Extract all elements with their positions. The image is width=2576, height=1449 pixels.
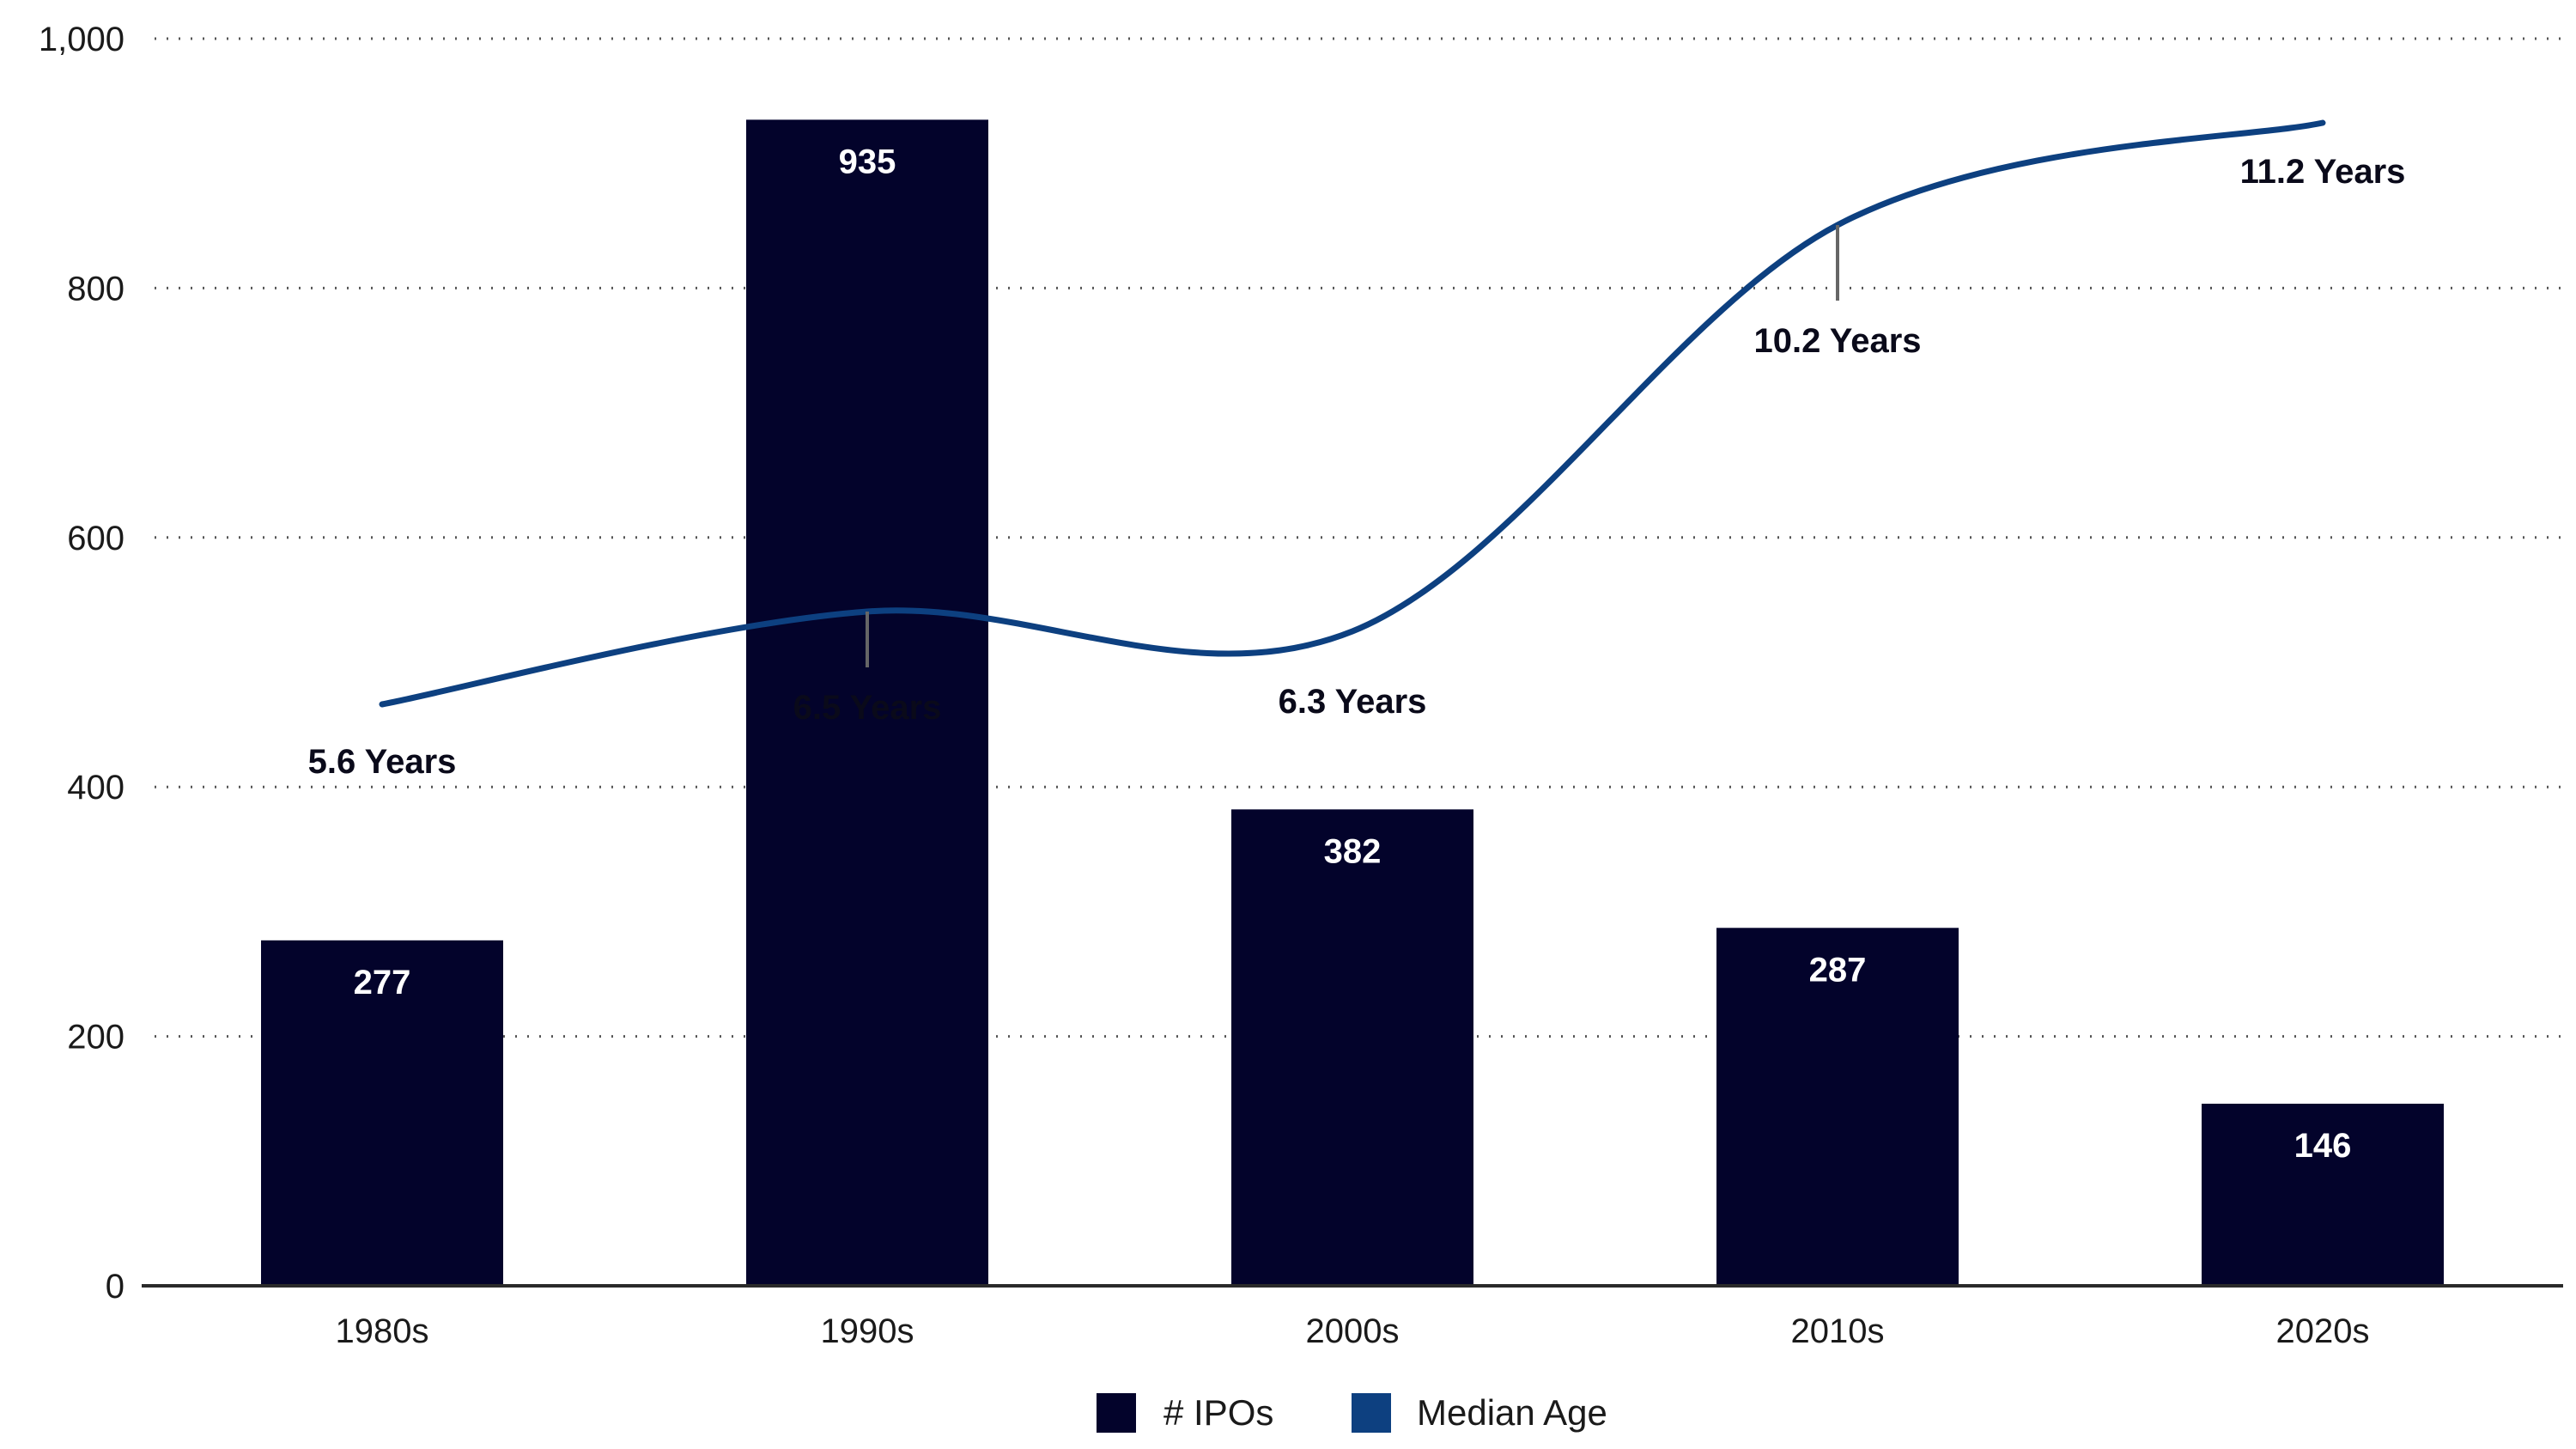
median-age-label: 5.6 Years (308, 743, 457, 781)
legend-label: Median Age (1417, 1392, 1607, 1433)
bar-ipos (746, 119, 988, 1286)
bar-ipos (2202, 1104, 2444, 1286)
median-age-label: 6.3 Years (1279, 683, 1427, 721)
bar-labels: 277 935 382 287 146 (354, 143, 2352, 1165)
legend-swatch (1097, 1393, 1136, 1433)
bar-ipos (1231, 809, 1473, 1286)
bar-value-label: 935 (839, 143, 896, 180)
median-age-line (379, 119, 2326, 708)
median-age-label: 10.2 Years (1753, 322, 1921, 360)
x-tick-label: 2010s (1791, 1312, 1885, 1350)
bars (261, 119, 2444, 1286)
bar-value-label: 146 (2294, 1127, 2352, 1165)
legend-item-ipos: # IPOs (1097, 1392, 1273, 1433)
bar-value-label: 382 (1324, 832, 1382, 870)
x-tick-label: 2020s (2276, 1312, 2370, 1350)
legend-swatch (1352, 1393, 1391, 1433)
legend-item-median-age: Median Age (1352, 1392, 1607, 1433)
median-age-label: 11.2 Years (2240, 153, 2406, 191)
y-tick-label: 1,000 (39, 21, 125, 58)
x-axis: 1980s 1990s 2000s 2010s 2020s (142, 1284, 2563, 1350)
legend: # IPOs Median Age (1097, 1392, 1607, 1433)
median-age-line-group: 5.6 Years 6.5 Years 6.3 Years 10.2 Years 11.… (308, 119, 2406, 781)
x-tick-label: 2000s (1306, 1312, 1400, 1350)
bar-ipos (1716, 928, 1959, 1286)
y-tick-label: 600 (67, 520, 125, 557)
bar-value-label: 287 (1809, 951, 1867, 989)
y-tick-label: 0 (106, 1268, 125, 1306)
y-tick-label: 400 (67, 769, 125, 807)
bar-ipos (261, 940, 503, 1286)
x-tick-label: 1990s (821, 1312, 914, 1350)
y-tick-label: 200 (67, 1019, 125, 1056)
legend-label: # IPOs (1163, 1392, 1273, 1433)
median-age-label: 6.5 Years (793, 689, 942, 727)
y-axis-ticks: 0 200 400 600 800 1,000 (39, 21, 125, 1306)
y-tick-label: 800 (67, 270, 125, 307)
x-tick-label: 1980s (336, 1312, 429, 1350)
bar-value-label: 277 (354, 964, 411, 1002)
